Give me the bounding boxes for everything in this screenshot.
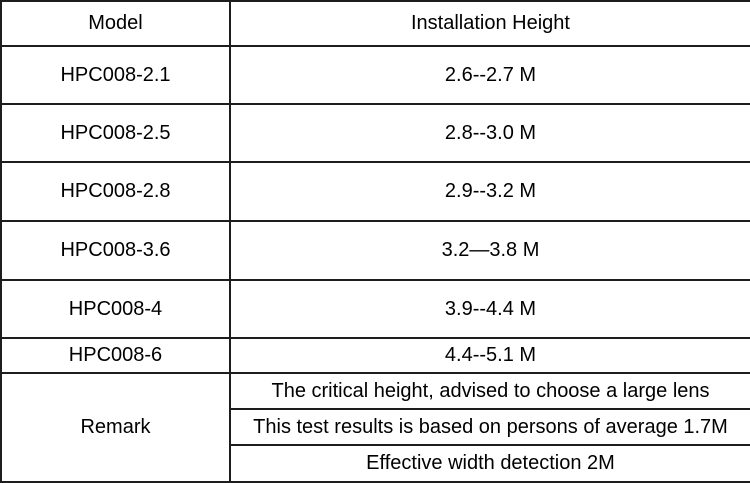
remark-row: Effective width detection 2M	[1, 444, 750, 483]
height-cell: 3.2—3.8 M	[229, 220, 750, 281]
height-cell: 4.4--5.1 M	[229, 337, 750, 374]
header-cell-installation-height: Installation Height	[229, 0, 750, 47]
model-cell: HPC008-3.6	[0, 220, 231, 281]
remark-note-cell: The critical height, advised to choose a…	[229, 372, 750, 410]
remark-row: This test results is based on persons of…	[1, 408, 750, 446]
table-row: HPC008-2.5 2.8--3.0 M	[0, 103, 750, 163]
table-row: HPC008-4 3.9--4.4 M	[0, 279, 750, 339]
remark-label-cell: Remark	[0, 372, 231, 483]
remark-note-cell: This test results is based on persons of…	[229, 408, 750, 446]
table-row: HPC008-2.8 2.9--3.2 M	[0, 161, 750, 222]
model-cell: HPC008-6	[0, 337, 231, 374]
model-cell: HPC008-2.1	[0, 45, 231, 105]
model-cell: HPC008-2.8	[0, 161, 231, 222]
height-cell: 2.9--3.2 M	[229, 161, 750, 222]
table-row: HPC008-6 4.4--5.1 M	[0, 337, 750, 374]
table-row: HPC008-2.1 2.6--2.7 M	[0, 45, 750, 105]
height-cell: 3.9--4.4 M	[229, 279, 750, 339]
height-cell: 2.6--2.7 M	[229, 45, 750, 105]
header-cell-model: Model	[0, 0, 231, 47]
table-row: HPC008-3.6 3.2—3.8 M	[0, 220, 750, 281]
model-cell: HPC008-2.5	[0, 103, 231, 163]
table-header-row: Model Installation Height	[0, 0, 750, 47]
remark-row: Remark The critical height, advised to c…	[0, 372, 750, 483]
model-cell: HPC008-4	[0, 279, 231, 339]
height-cell: 2.8--3.0 M	[229, 103, 750, 163]
remark-note-cell: Effective width detection 2M	[229, 444, 750, 483]
